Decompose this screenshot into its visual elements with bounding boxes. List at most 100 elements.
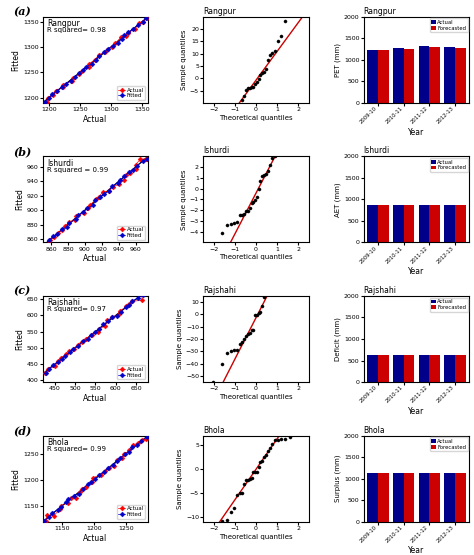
X-axis label: Year: Year (408, 407, 425, 416)
Point (248, 474, 255, 483)
Bar (378, 205, 389, 243)
Actual (121, 176, 127, 183)
Actual (73, 213, 79, 220)
Point (233, 101, 241, 110)
Bar (455, 205, 466, 243)
Actual (145, 14, 150, 21)
Text: Rajshahi: Rajshahi (364, 286, 397, 295)
Point (227, 219, 235, 228)
Point (230, 102, 238, 111)
Bar (403, 48, 414, 103)
Point (238, 210, 246, 219)
Fitted (49, 90, 55, 97)
Bar (419, 205, 429, 243)
Point (251, 195, 259, 204)
Point (223, 348, 231, 357)
Point (262, 170, 270, 179)
Fitted (85, 481, 91, 488)
Fitted (125, 29, 131, 36)
Legend: Actual, Forecasted: Actual, Forecasted (430, 297, 468, 311)
Fitted (59, 226, 65, 233)
Actual (58, 354, 64, 361)
Point (209, 249, 216, 258)
Point (256, 71, 264, 80)
Actual (66, 219, 72, 226)
Text: (c): (c) (13, 286, 30, 296)
Actual (143, 155, 149, 162)
Point (296, 363, 303, 372)
Point (236, 489, 243, 498)
Text: Bhola: Bhola (47, 438, 69, 447)
Y-axis label: Sample quantiles: Sample quantiles (181, 169, 187, 230)
Point (236, 100, 243, 109)
Fitted (55, 506, 61, 513)
Actual (78, 488, 83, 495)
Fitted (89, 60, 95, 67)
Bar (429, 47, 440, 103)
Point (244, 206, 252, 215)
Line: Actual: Actual (44, 437, 148, 522)
Point (223, 516, 231, 524)
Point (248, 199, 255, 208)
Actual (116, 311, 122, 317)
Fitted (63, 499, 69, 506)
Point (253, 78, 261, 87)
Text: R squared = 0.99: R squared = 0.99 (47, 166, 108, 173)
Actual (79, 486, 84, 492)
Fitted (122, 173, 128, 180)
Actual (133, 161, 138, 168)
Actual (86, 61, 91, 68)
Fitted (117, 455, 122, 461)
Point (238, 95, 246, 104)
Legend: Actual, Forecasted: Actual, Forecasted (430, 437, 468, 451)
Actual (46, 240, 51, 247)
X-axis label: Actual: Actual (83, 115, 108, 124)
Point (209, 377, 216, 386)
Point (236, 339, 243, 348)
Actual (71, 346, 77, 352)
Actual (130, 441, 136, 448)
Actual (43, 517, 49, 524)
Actual (118, 307, 123, 314)
Actual (72, 216, 78, 223)
Fitted (115, 179, 121, 186)
Y-axis label: Fitted: Fitted (11, 468, 20, 490)
Fitted (71, 346, 76, 352)
Point (264, 56, 272, 64)
Actual (64, 351, 69, 357)
Fitted (81, 208, 86, 215)
Actual (93, 196, 99, 203)
Point (262, 64, 270, 73)
Fitted (42, 99, 48, 105)
X-axis label: Actual: Actual (83, 254, 108, 264)
Bar (367, 205, 378, 243)
Actual (143, 436, 149, 442)
Point (260, 453, 268, 462)
Bar (367, 50, 378, 103)
Point (244, 330, 252, 339)
Bar (419, 47, 429, 103)
Actual (90, 475, 95, 481)
Bar (393, 48, 403, 103)
Point (281, 16, 289, 25)
Fitted (101, 49, 107, 56)
Point (233, 217, 241, 226)
Actual (66, 347, 72, 354)
Bar (429, 473, 440, 522)
Actual (129, 298, 135, 305)
Fitted (92, 329, 98, 335)
Actual (75, 341, 81, 348)
Bar (378, 473, 389, 522)
Point (271, 152, 279, 160)
Point (271, 436, 279, 445)
Legend: Actual, Fitted: Actual, Fitted (117, 365, 146, 379)
Bar (444, 205, 455, 243)
Fitted (100, 321, 106, 327)
Actual (132, 25, 138, 32)
Actual (44, 512, 50, 518)
Text: Bhola: Bhola (364, 426, 385, 435)
Fitted (135, 295, 140, 301)
Point (248, 326, 255, 335)
Fitted (134, 163, 139, 169)
Fitted (93, 56, 99, 63)
